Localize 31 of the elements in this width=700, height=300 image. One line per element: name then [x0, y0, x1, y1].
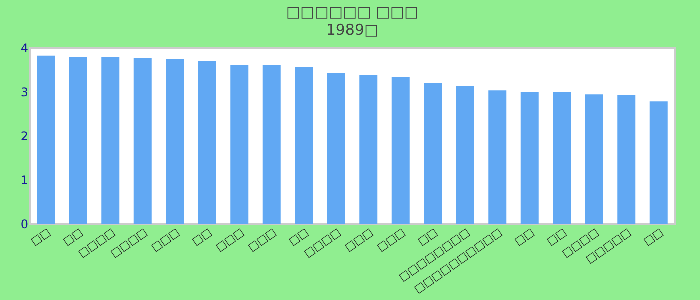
x-tick-label: □□	[641, 226, 666, 248]
bar	[327, 73, 346, 224]
x-tick-label: □□	[512, 226, 537, 248]
bar	[360, 75, 378, 224]
bar	[102, 57, 120, 224]
bar	[456, 86, 474, 224]
y-tick-label: 1	[20, 174, 28, 188]
bar	[262, 65, 281, 224]
chart-subtitle: 1989□	[326, 21, 379, 39]
bar	[585, 94, 604, 224]
bar	[134, 58, 152, 224]
bar	[295, 67, 314, 224]
bar	[166, 59, 184, 224]
y-tick-label: 0	[20, 218, 28, 232]
bar	[392, 77, 410, 224]
bar	[553, 92, 572, 224]
bar	[37, 56, 56, 224]
x-tick-label: □□	[28, 226, 54, 248]
bar	[424, 83, 442, 224]
bar	[650, 102, 668, 224]
bar	[520, 92, 539, 224]
bar	[198, 61, 216, 224]
bar	[230, 65, 249, 224]
bar	[488, 90, 507, 224]
y-tick-label: 3	[20, 86, 28, 100]
bar	[618, 96, 636, 224]
y-tick-label: 4	[20, 42, 28, 56]
x-tick-label: □□	[190, 226, 214, 248]
chart-title: □□□□□□ □□□	[286, 3, 419, 21]
y-tick-label: 2	[20, 130, 28, 144]
bar	[69, 57, 88, 224]
